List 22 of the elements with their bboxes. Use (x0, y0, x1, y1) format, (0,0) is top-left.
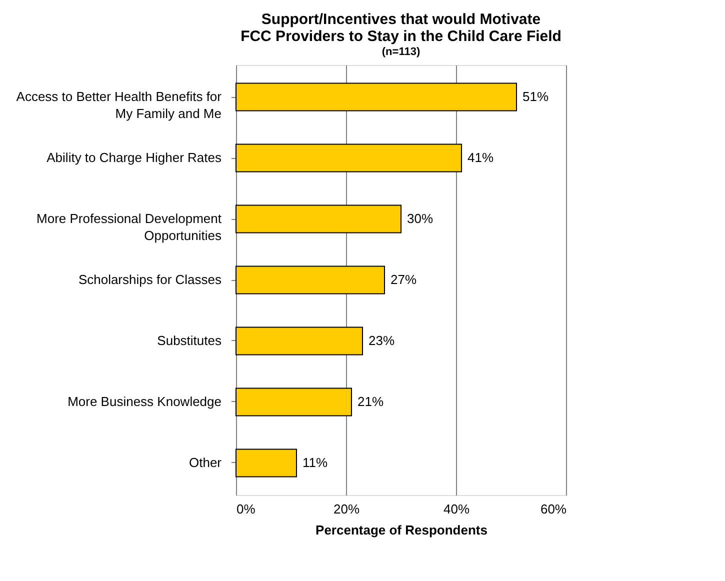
y-tick-label: More Professional Development Opportunities (36, 211, 222, 244)
y-tick-label: Access to Better Health Benefits for My Family and Me (16, 89, 222, 122)
data-label: 51% (522, 89, 549, 104)
chart-subtitle: (n=113) (382, 46, 420, 58)
y-tick-label: Substitutes (157, 332, 222, 348)
data-label: 23% (368, 332, 395, 348)
data-label: 41% (468, 150, 494, 166)
x-axis-title: Percentage of Respondents (316, 522, 488, 538)
text: FCC Providers to Stay in the Child Care Field (240, 28, 562, 45)
data-label: 11% (302, 454, 328, 470)
y-tick-label: Other (188, 454, 222, 470)
data-label: 30% (407, 211, 434, 226)
x-tick-label: 60% (540, 502, 567, 516)
data-label: 27% (390, 272, 417, 287)
y-tick-label: Ability to Charge Higher Rates (46, 150, 222, 166)
x-tick-label: 20% (333, 502, 360, 516)
data-label: 21% (358, 394, 384, 409)
y-tick-label: More Business Knowledge (68, 394, 222, 409)
text: Support/Incentives that would Motivate (261, 11, 541, 28)
x-tick-label: 0% (236, 502, 256, 516)
x-tick-label: 40% (443, 502, 470, 516)
y-tick-label: Scholarships for Classes (78, 272, 222, 287)
